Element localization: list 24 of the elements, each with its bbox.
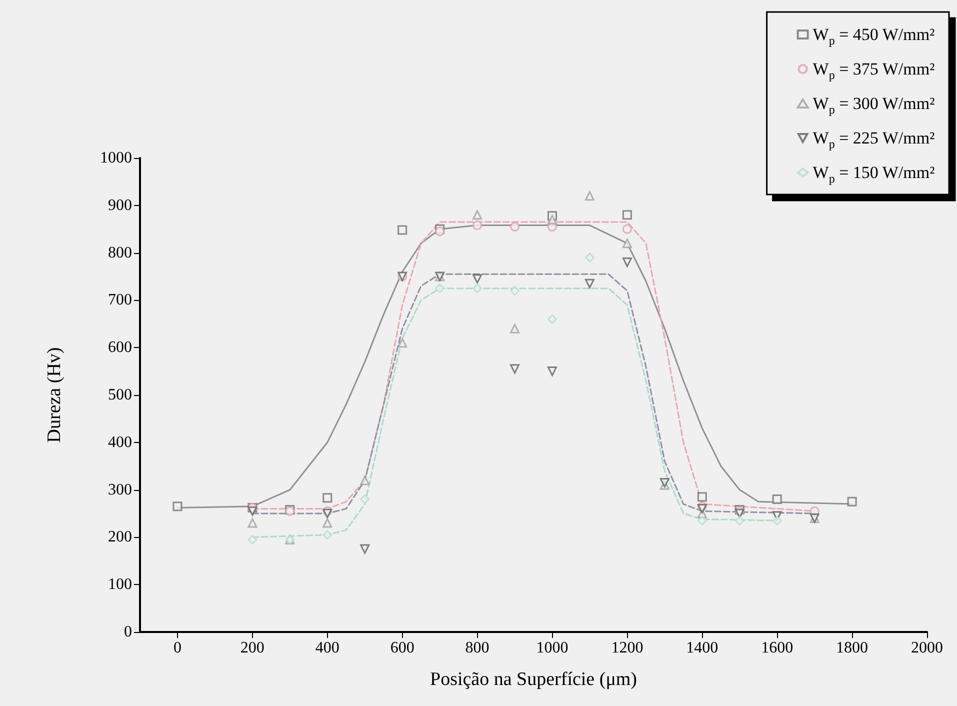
x-axis-title: Posição na Superfície (μm) — [430, 669, 637, 690]
y-tick-label: 900 — [108, 196, 132, 214]
y-tick-label: 600 — [108, 339, 132, 356]
x-tick-label: 1800 — [836, 640, 868, 656]
x-tick-label: 0 — [173, 640, 182, 656]
x-tick-label: 1000 — [536, 640, 568, 656]
y-tick-label: 200 — [108, 528, 132, 546]
x-tick-label: 1400 — [686, 640, 718, 656]
x-tick-label: 800 — [465, 640, 490, 656]
y-tick-label: 700 — [108, 292, 132, 309]
x-tick-label: 1600 — [761, 640, 794, 656]
y-tick-label: 1000 — [100, 150, 132, 166]
y-tick-label: 0 — [124, 624, 132, 640]
y-tick-label: 400 — [108, 434, 132, 451]
x-tick-label: 600 — [390, 640, 414, 656]
x-tick-label: 200 — [240, 640, 264, 656]
x-tick-label: 1200 — [611, 640, 644, 656]
y-tick-label: 300 — [108, 481, 132, 498]
y-tick-label: 500 — [108, 386, 132, 404]
y-tick-label: 800 — [108, 244, 132, 262]
x-tick-label: 400 — [315, 640, 340, 656]
x-tick-label: 2000 — [911, 640, 943, 656]
y-tick-label: 100 — [108, 576, 132, 594]
y-axis-title: Dureza (Hv) — [44, 347, 65, 443]
